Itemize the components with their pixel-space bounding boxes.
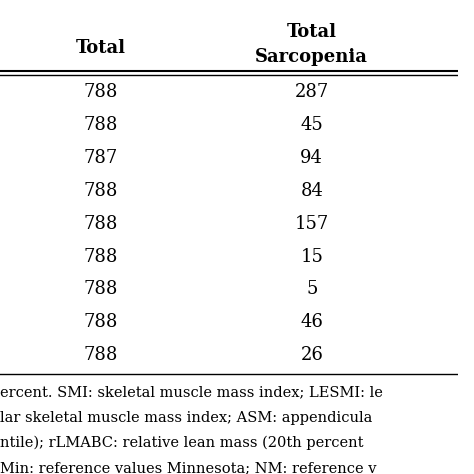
Text: 788: 788 [84, 313, 118, 331]
Text: 5: 5 [306, 281, 318, 299]
Text: 788: 788 [84, 215, 118, 233]
Text: 157: 157 [295, 215, 329, 233]
Text: Sarcopenia: Sarcopenia [255, 48, 368, 66]
Text: 26: 26 [301, 346, 323, 364]
Text: ntile); rLMABC: relative lean mass (20th percent: ntile); rLMABC: relative lean mass (20th… [0, 436, 364, 450]
Text: 84: 84 [301, 182, 323, 200]
Text: Min: reference values Minnesota; NM: reference v: Min: reference values Minnesota; NM: ref… [0, 461, 376, 474]
Text: Total: Total [287, 23, 337, 41]
Text: 788: 788 [84, 182, 118, 200]
Text: 94: 94 [301, 149, 323, 167]
Text: 15: 15 [301, 247, 323, 265]
Text: 788: 788 [84, 346, 118, 364]
Text: 787: 787 [84, 149, 118, 167]
Text: lar skeletal muscle mass index; ASM: appendicula: lar skeletal muscle mass index; ASM: app… [0, 411, 373, 425]
Text: 788: 788 [84, 116, 118, 134]
Text: 46: 46 [301, 313, 323, 331]
Text: 45: 45 [301, 116, 323, 134]
Text: ercent. SMI: skeletal muscle mass index; LESMI: le: ercent. SMI: skeletal muscle mass index;… [0, 386, 383, 400]
Text: 788: 788 [84, 247, 118, 265]
Text: 788: 788 [84, 281, 118, 299]
Text: 788: 788 [84, 83, 118, 101]
Text: 287: 287 [295, 83, 329, 101]
Text: Total: Total [76, 39, 126, 57]
